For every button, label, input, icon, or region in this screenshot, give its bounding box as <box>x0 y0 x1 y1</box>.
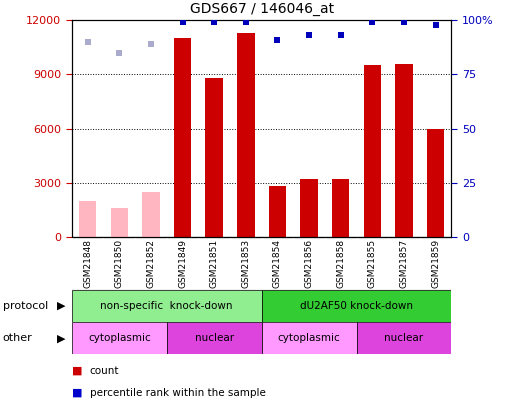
Text: GSM21859: GSM21859 <box>431 239 440 288</box>
Bar <box>142 192 160 237</box>
Text: protocol: protocol <box>3 301 48 311</box>
Text: GSM21852: GSM21852 <box>146 239 155 288</box>
Text: ▶: ▶ <box>56 333 65 343</box>
Text: GSM21856: GSM21856 <box>305 239 313 288</box>
Text: GSM21848: GSM21848 <box>83 239 92 288</box>
Text: ▶: ▶ <box>56 301 65 311</box>
Bar <box>269 186 286 237</box>
Text: percentile rank within the sample: percentile rank within the sample <box>90 388 266 398</box>
Title: GDS667 / 146046_at: GDS667 / 146046_at <box>190 2 333 17</box>
Bar <box>262 290 451 322</box>
Bar <box>72 322 167 354</box>
Bar <box>206 78 223 237</box>
Text: count: count <box>90 366 120 375</box>
Text: GSM21853: GSM21853 <box>241 239 250 288</box>
Bar <box>332 179 349 237</box>
Bar <box>262 322 357 354</box>
Text: GSM21857: GSM21857 <box>400 239 408 288</box>
Text: ■: ■ <box>72 388 82 398</box>
Text: other: other <box>3 333 32 343</box>
Text: nuclear: nuclear <box>384 333 424 343</box>
Bar <box>79 201 96 237</box>
Text: GSM21851: GSM21851 <box>210 239 219 288</box>
Bar <box>111 208 128 237</box>
Bar <box>72 290 262 322</box>
Bar <box>364 65 381 237</box>
Text: cytoplasmic: cytoplasmic <box>88 333 151 343</box>
Text: cytoplasmic: cytoplasmic <box>278 333 341 343</box>
Bar <box>174 38 191 237</box>
Text: GSM21854: GSM21854 <box>273 239 282 288</box>
Text: GSM21849: GSM21849 <box>178 239 187 288</box>
Bar <box>357 322 451 354</box>
Text: dU2AF50 knock-down: dU2AF50 knock-down <box>300 301 413 311</box>
Text: nuclear: nuclear <box>194 333 234 343</box>
Text: GSM21855: GSM21855 <box>368 239 377 288</box>
Text: non-specific  knock-down: non-specific knock-down <box>101 301 233 311</box>
Bar <box>167 322 262 354</box>
Bar <box>301 179 318 237</box>
Text: GSM21858: GSM21858 <box>336 239 345 288</box>
Bar <box>427 129 444 237</box>
Bar <box>237 33 254 237</box>
Bar <box>396 64 412 237</box>
Text: GSM21850: GSM21850 <box>115 239 124 288</box>
Text: ■: ■ <box>72 366 82 375</box>
